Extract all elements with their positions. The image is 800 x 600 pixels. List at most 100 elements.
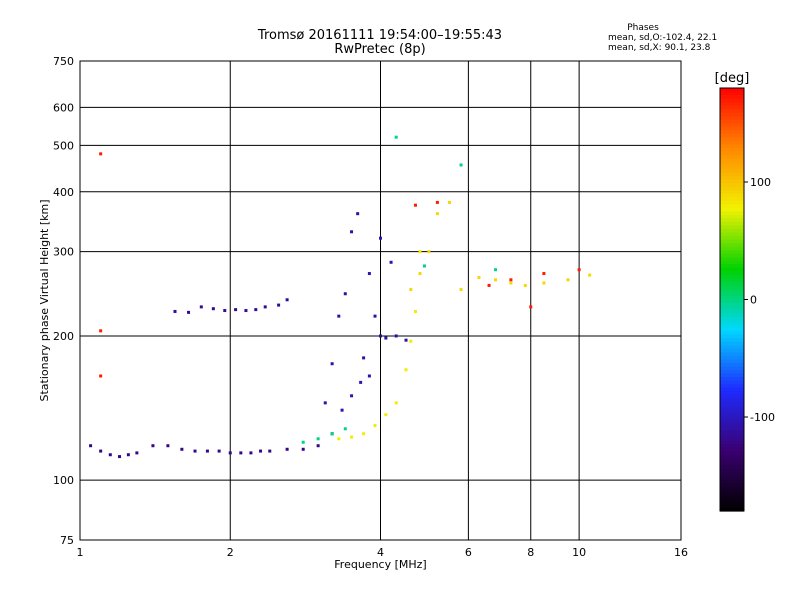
colorbar-segment [720, 165, 744, 170]
colorbar-segment [720, 176, 744, 181]
colorbar-segment [720, 299, 744, 304]
colorbar-segment [720, 295, 744, 301]
colorbar-segment [720, 154, 744, 160]
colorbar-segment [720, 454, 744, 459]
colorbar-segment [720, 475, 744, 480]
data-point [239, 451, 243, 455]
data-point [277, 303, 281, 307]
data-point [99, 152, 103, 156]
y-tick-label: 500 [53, 139, 74, 152]
y-tick-label: 400 [53, 186, 74, 199]
colorbar-segment [720, 274, 744, 279]
data-point [577, 268, 581, 272]
colorbar-segment [720, 133, 744, 138]
data-point [343, 427, 347, 431]
colorbar-segment [720, 158, 744, 163]
data-point [409, 339, 413, 343]
data-point [99, 329, 103, 333]
colorbar-segment [720, 440, 744, 445]
data-point [494, 278, 498, 282]
data-point [166, 444, 170, 448]
data-point [249, 451, 253, 455]
data-point [99, 374, 103, 378]
colorbar-segment [720, 408, 744, 413]
data-point [343, 292, 347, 296]
x-axis-label: Frequency [MHz] [334, 558, 426, 571]
colorbar-segment [720, 503, 744, 509]
data-point [228, 451, 232, 455]
colorbar-segment [720, 130, 744, 135]
colorbar-segment [720, 119, 744, 124]
data-point [487, 283, 491, 287]
colorbar-segment [720, 317, 744, 322]
data-point [362, 356, 366, 360]
y-tick-label: 200 [53, 330, 74, 343]
colorbar-segment [720, 493, 744, 498]
colorbar-segment [720, 285, 744, 290]
data-point [422, 264, 426, 268]
data-point [566, 278, 570, 282]
colorbar-segment [720, 468, 744, 473]
colorbar-segment [720, 489, 744, 494]
colorbar-segment [720, 391, 744, 396]
data-point [367, 374, 371, 378]
data-point [205, 449, 209, 453]
data-point [588, 273, 592, 277]
colorbar-segment [720, 436, 744, 442]
colorbar-segment [720, 327, 744, 332]
colorbar-segment [720, 207, 744, 212]
colorbar-segment [720, 355, 744, 361]
data-point [373, 424, 377, 428]
colorbar-segment [720, 257, 744, 262]
colorbar-segment [720, 303, 744, 308]
colorbar-segment [720, 380, 744, 385]
colorbar-segment [720, 225, 744, 230]
colorbar-segment [720, 366, 744, 371]
colorbar-segment [720, 190, 744, 195]
y-tick-label: 100 [53, 474, 74, 487]
data-point [404, 368, 408, 372]
x-tick-label: 2 [227, 546, 234, 559]
colorbar-segment [720, 218, 744, 223]
data-point [529, 305, 533, 309]
data-point [173, 309, 177, 313]
colorbar-segment [720, 162, 744, 167]
data-point [394, 401, 398, 405]
data-point [418, 250, 422, 254]
colorbar-segment [720, 313, 744, 318]
data-point [108, 453, 112, 457]
colorbar-segment [720, 479, 744, 484]
data-point [350, 230, 354, 234]
colorbar-segment [720, 232, 744, 237]
colorbar-segment [720, 271, 744, 276]
colorbar-segment [720, 341, 744, 346]
colorbar-segment [720, 236, 744, 241]
data-point [523, 283, 527, 287]
data-point [379, 334, 382, 338]
data-point [118, 455, 122, 459]
colorbar-segment [720, 109, 744, 114]
colorbar-segment [720, 482, 744, 487]
colorbar-segment [720, 362, 744, 368]
colorbar-segment [720, 169, 744, 174]
y-axis-label: Stationary phase Virtual Height [km] [38, 199, 51, 401]
colorbar-segment [720, 486, 744, 491]
colorbar-segment [720, 377, 744, 382]
colorbar-segment [720, 172, 744, 177]
colorbar-segment [720, 433, 744, 438]
data-point [413, 203, 417, 207]
data-point [89, 444, 93, 448]
x-tick-label: 16 [674, 546, 688, 559]
data-point [337, 437, 341, 441]
colorbar-segment [720, 387, 744, 392]
data-point [373, 314, 377, 318]
colorbar-segment [720, 429, 744, 435]
colorbar-segment [720, 260, 744, 265]
colorbar-segment [720, 116, 744, 121]
phase-stats-title: Phases [627, 23, 659, 33]
colorbar-segment [720, 422, 744, 427]
y-tick-label: 750 [53, 55, 74, 68]
colorbar-segment [720, 197, 744, 202]
data-point [254, 308, 258, 312]
data-point [356, 212, 360, 216]
